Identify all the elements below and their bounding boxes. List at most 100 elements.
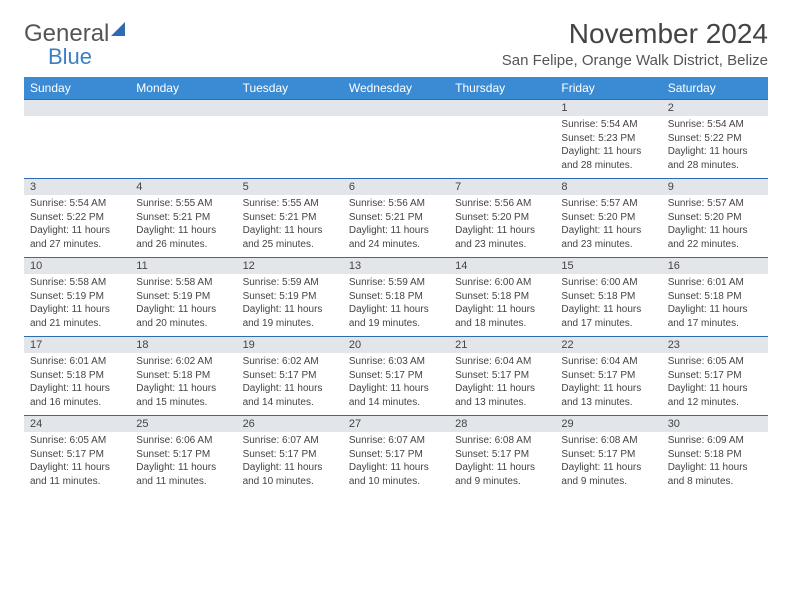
daylight-line1: Daylight: 11 hours <box>455 224 549 238</box>
day-content-cell <box>237 116 343 179</box>
daylight-line1: Daylight: 11 hours <box>668 145 762 159</box>
day-content-cell: Sunrise: 6:06 AMSunset: 5:17 PMDaylight:… <box>130 432 236 494</box>
daylight-line1: Daylight: 11 hours <box>136 303 230 317</box>
day-number-cell: 12 <box>237 258 343 275</box>
sunrise-line: Sunrise: 6:03 AM <box>349 355 443 369</box>
daylight-line2: and 23 minutes. <box>561 238 655 252</box>
logo-triangle-icon <box>111 22 125 36</box>
daylight-line1: Daylight: 11 hours <box>561 303 655 317</box>
daylight-line1: Daylight: 11 hours <box>561 224 655 238</box>
sunset-line: Sunset: 5:23 PM <box>561 132 655 146</box>
day-number-cell: 19 <box>237 337 343 354</box>
daylight-line1: Daylight: 11 hours <box>30 461 124 475</box>
sunrise-line: Sunrise: 5:56 AM <box>349 197 443 211</box>
day-content-cell <box>130 116 236 179</box>
brand-word2: Blue <box>48 46 125 68</box>
day-number-cell: 4 <box>130 179 236 196</box>
day-number-cell: 2 <box>662 100 768 117</box>
sunrise-line: Sunrise: 6:06 AM <box>136 434 230 448</box>
day-content-row: Sunrise: 5:54 AMSunset: 5:23 PMDaylight:… <box>24 116 768 179</box>
day-content-cell: Sunrise: 6:02 AMSunset: 5:18 PMDaylight:… <box>130 353 236 416</box>
calendar-table: SundayMondayTuesdayWednesdayThursdayFrid… <box>24 77 768 494</box>
day-number-cell <box>449 100 555 117</box>
weekday-header: Monday <box>130 77 236 100</box>
day-number-cell: 18 <box>130 337 236 354</box>
daylight-line2: and 19 minutes. <box>243 317 337 331</box>
day-number-cell: 14 <box>449 258 555 275</box>
day-number-row: 24252627282930 <box>24 416 768 433</box>
daylight-line1: Daylight: 11 hours <box>30 224 124 238</box>
sunrise-line: Sunrise: 6:05 AM <box>30 434 124 448</box>
weekday-header: Tuesday <box>237 77 343 100</box>
day-content-cell: Sunrise: 6:08 AMSunset: 5:17 PMDaylight:… <box>449 432 555 494</box>
day-number-row: 3456789 <box>24 179 768 196</box>
day-number-cell: 13 <box>343 258 449 275</box>
day-content-cell: Sunrise: 6:03 AMSunset: 5:17 PMDaylight:… <box>343 353 449 416</box>
day-number-cell: 23 <box>662 337 768 354</box>
daylight-line1: Daylight: 11 hours <box>243 382 337 396</box>
sunset-line: Sunset: 5:17 PM <box>243 448 337 462</box>
sunset-line: Sunset: 5:17 PM <box>349 448 443 462</box>
sunset-line: Sunset: 5:18 PM <box>136 369 230 383</box>
day-content-cell: Sunrise: 5:59 AMSunset: 5:19 PMDaylight:… <box>237 274 343 337</box>
day-content-cell: Sunrise: 6:04 AMSunset: 5:17 PMDaylight:… <box>449 353 555 416</box>
sunset-line: Sunset: 5:18 PM <box>455 290 549 304</box>
daylight-line1: Daylight: 11 hours <box>561 461 655 475</box>
daylight-line2: and 18 minutes. <box>455 317 549 331</box>
day-content-cell <box>24 116 130 179</box>
daylight-line2: and 11 minutes. <box>136 475 230 489</box>
day-number-cell <box>24 100 130 117</box>
sunset-line: Sunset: 5:22 PM <box>668 132 762 146</box>
daylight-line1: Daylight: 11 hours <box>136 382 230 396</box>
sunset-line: Sunset: 5:17 PM <box>455 448 549 462</box>
day-number-row: 12 <box>24 100 768 117</box>
day-content-cell: Sunrise: 5:54 AMSunset: 5:23 PMDaylight:… <box>555 116 661 179</box>
daylight-line2: and 10 minutes. <box>243 475 337 489</box>
day-number-cell: 26 <box>237 416 343 433</box>
sunset-line: Sunset: 5:17 PM <box>561 369 655 383</box>
day-number-cell: 25 <box>130 416 236 433</box>
daylight-line1: Daylight: 11 hours <box>243 461 337 475</box>
day-number-cell: 21 <box>449 337 555 354</box>
day-content-cell <box>449 116 555 179</box>
day-number-cell: 20 <box>343 337 449 354</box>
sunset-line: Sunset: 5:17 PM <box>349 369 443 383</box>
daylight-line1: Daylight: 11 hours <box>349 382 443 396</box>
day-number-cell: 29 <box>555 416 661 433</box>
day-number-cell: 22 <box>555 337 661 354</box>
daylight-line2: and 21 minutes. <box>30 317 124 331</box>
daylight-line1: Daylight: 11 hours <box>30 303 124 317</box>
daylight-line2: and 13 minutes. <box>561 396 655 410</box>
daylight-line1: Daylight: 11 hours <box>668 461 762 475</box>
sunrise-line: Sunrise: 6:04 AM <box>455 355 549 369</box>
day-number-cell: 28 <box>449 416 555 433</box>
daylight-line1: Daylight: 11 hours <box>243 224 337 238</box>
daylight-line2: and 26 minutes. <box>136 238 230 252</box>
sunrise-line: Sunrise: 5:55 AM <box>243 197 337 211</box>
day-number-cell: 11 <box>130 258 236 275</box>
day-number-cell: 6 <box>343 179 449 196</box>
daylight-line1: Daylight: 11 hours <box>668 382 762 396</box>
sunset-line: Sunset: 5:20 PM <box>561 211 655 225</box>
day-number-cell: 1 <box>555 100 661 117</box>
day-content-cell: Sunrise: 5:59 AMSunset: 5:18 PMDaylight:… <box>343 274 449 337</box>
sunrise-line: Sunrise: 5:57 AM <box>668 197 762 211</box>
day-number-cell: 15 <box>555 258 661 275</box>
day-number-cell <box>343 100 449 117</box>
sunset-line: Sunset: 5:17 PM <box>455 369 549 383</box>
day-content-row: Sunrise: 5:58 AMSunset: 5:19 PMDaylight:… <box>24 274 768 337</box>
sunset-line: Sunset: 5:19 PM <box>30 290 124 304</box>
sunrise-line: Sunrise: 5:58 AM <box>136 276 230 290</box>
daylight-line2: and 27 minutes. <box>30 238 124 252</box>
sunrise-line: Sunrise: 5:56 AM <box>455 197 549 211</box>
day-number-cell: 9 <box>662 179 768 196</box>
daylight-line2: and 14 minutes. <box>243 396 337 410</box>
day-content-cell <box>343 116 449 179</box>
sunrise-line: Sunrise: 6:09 AM <box>668 434 762 448</box>
daylight-line2: and 14 minutes. <box>349 396 443 410</box>
day-number-cell <box>130 100 236 117</box>
daylight-line2: and 22 minutes. <box>668 238 762 252</box>
daylight-line2: and 11 minutes. <box>30 475 124 489</box>
sunset-line: Sunset: 5:21 PM <box>349 211 443 225</box>
day-content-cell: Sunrise: 6:01 AMSunset: 5:18 PMDaylight:… <box>24 353 130 416</box>
